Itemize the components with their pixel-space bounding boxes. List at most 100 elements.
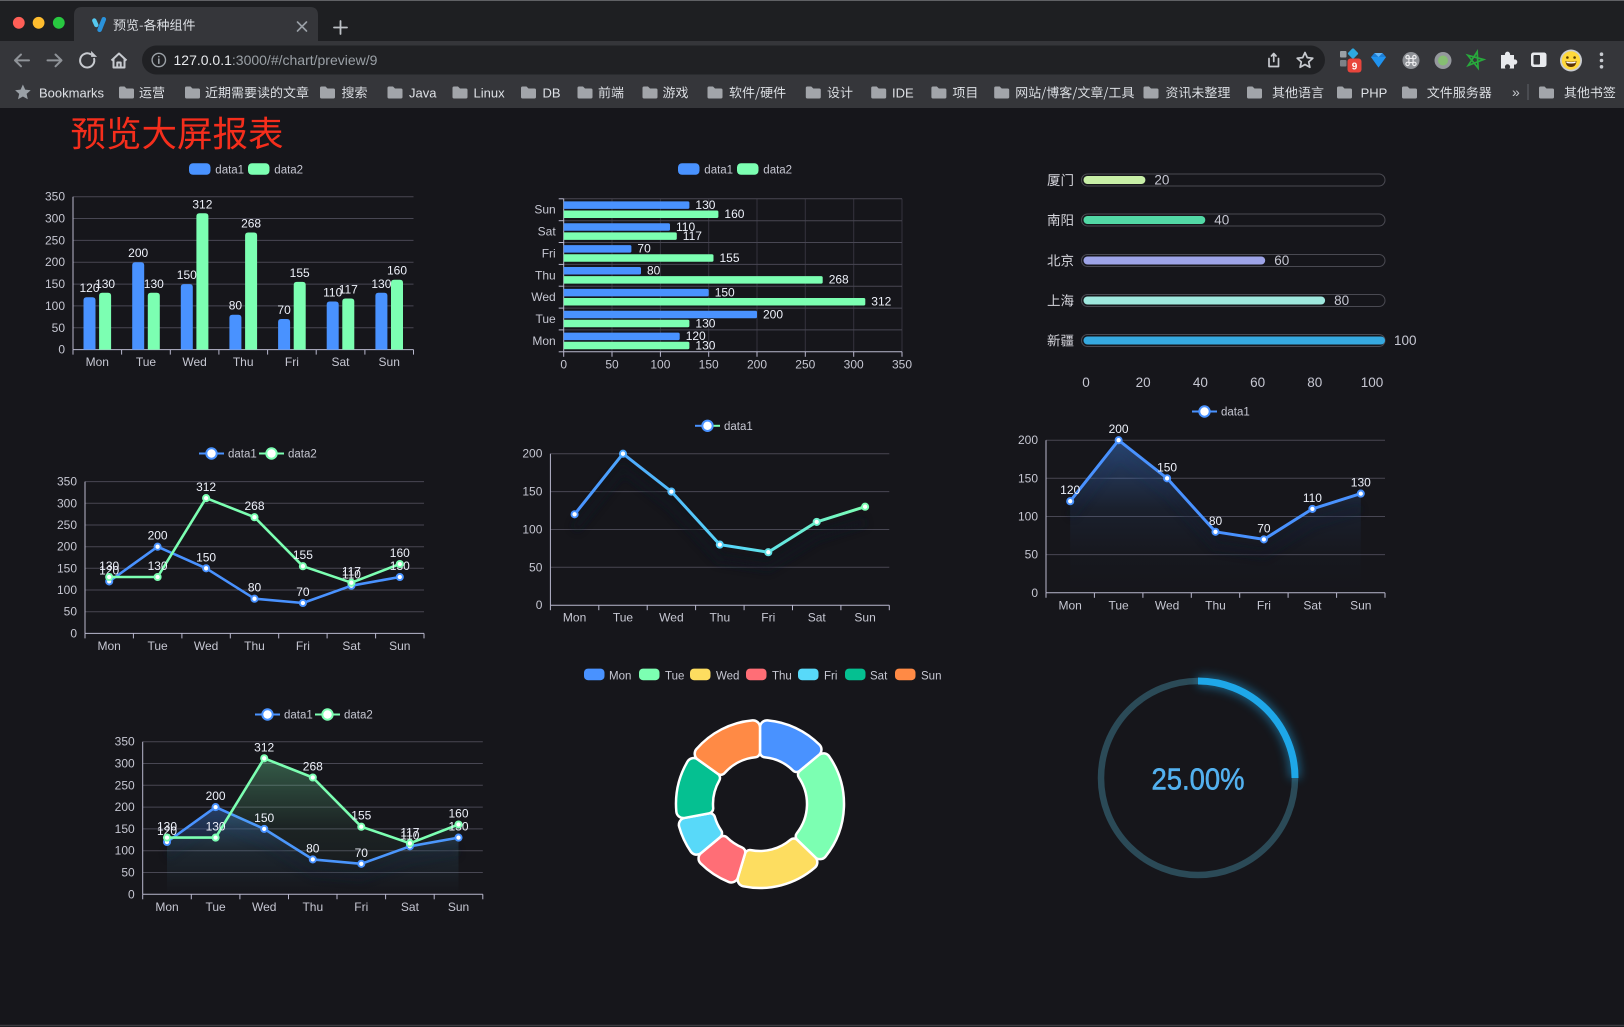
svg-text:Sun: Sun xyxy=(1350,598,1371,612)
svg-text:155: 155 xyxy=(351,809,371,823)
svg-text:80: 80 xyxy=(1334,293,1349,308)
svg-text:110: 110 xyxy=(342,568,361,582)
svg-text:117: 117 xyxy=(339,283,358,297)
svg-text:268: 268 xyxy=(241,217,261,231)
svg-text:Wed: Wed xyxy=(194,639,218,653)
svg-text:200: 200 xyxy=(128,246,148,260)
svg-text:Fri: Fri xyxy=(1257,598,1271,612)
svg-text:200: 200 xyxy=(1018,433,1038,447)
svg-text:Sat: Sat xyxy=(870,670,888,682)
svg-text:200: 200 xyxy=(206,789,226,803)
svg-text:70: 70 xyxy=(637,242,651,256)
svg-text:Sun: Sun xyxy=(921,670,941,682)
svg-text:130: 130 xyxy=(99,559,119,573)
svg-text:0: 0 xyxy=(70,626,77,640)
svg-text:100: 100 xyxy=(1018,510,1038,524)
svg-text:100: 100 xyxy=(650,357,670,371)
svg-text:250: 250 xyxy=(115,778,135,792)
svg-text:0: 0 xyxy=(1082,375,1090,390)
svg-text:50: 50 xyxy=(1025,548,1039,562)
svg-text:120: 120 xyxy=(99,563,119,577)
svg-text:160: 160 xyxy=(387,264,407,278)
svg-text:Fri: Fri xyxy=(761,611,775,625)
svg-text:130: 130 xyxy=(1351,476,1371,490)
svg-text:Thu: Thu xyxy=(302,900,323,914)
svg-text:300: 300 xyxy=(844,357,864,371)
svg-text:Sat: Sat xyxy=(538,225,557,239)
svg-text:130: 130 xyxy=(695,316,715,330)
svg-text:200: 200 xyxy=(45,255,65,269)
svg-text:117: 117 xyxy=(400,825,419,839)
svg-text:Thu: Thu xyxy=(772,670,792,682)
svg-text:PHP: PHP xyxy=(1361,85,1388,100)
svg-text:350: 350 xyxy=(115,735,135,749)
svg-text:0: 0 xyxy=(58,343,65,357)
svg-text:150: 150 xyxy=(177,268,197,282)
svg-text:data1: data1 xyxy=(724,421,753,433)
svg-text:20: 20 xyxy=(1154,173,1169,188)
svg-text:268: 268 xyxy=(303,760,323,774)
svg-text:20: 20 xyxy=(1136,375,1151,390)
svg-text:130: 130 xyxy=(371,277,391,291)
svg-text:Tue: Tue xyxy=(613,611,634,625)
svg-text:200: 200 xyxy=(1109,422,1129,436)
svg-text:160: 160 xyxy=(724,207,744,221)
svg-text:50: 50 xyxy=(605,357,619,371)
svg-text:Fri: Fri xyxy=(542,246,556,260)
svg-text:Tue: Tue xyxy=(147,639,168,653)
svg-text:80: 80 xyxy=(248,581,262,595)
svg-text:80: 80 xyxy=(1209,514,1223,528)
svg-text:Sat: Sat xyxy=(1303,598,1322,612)
svg-text:data2: data2 xyxy=(344,710,373,722)
svg-text:Wed: Wed xyxy=(182,355,206,369)
svg-text:80: 80 xyxy=(229,299,243,313)
svg-text:150: 150 xyxy=(699,357,719,371)
svg-text:Tue: Tue xyxy=(665,670,684,682)
svg-text:Sat: Sat xyxy=(342,639,361,653)
svg-text:Mon: Mon xyxy=(563,611,586,625)
svg-text:Thu: Thu xyxy=(1205,598,1226,612)
svg-text:data2: data2 xyxy=(274,165,303,177)
svg-text:130: 130 xyxy=(148,559,168,573)
svg-text:110: 110 xyxy=(323,286,342,300)
svg-text:70: 70 xyxy=(296,585,310,599)
svg-text:200: 200 xyxy=(747,357,767,371)
svg-text:Sat: Sat xyxy=(808,611,827,625)
svg-text:120: 120 xyxy=(79,281,99,295)
svg-text:150: 150 xyxy=(57,561,77,575)
svg-text:Bookmarks: Bookmarks xyxy=(39,85,105,100)
svg-text:Fri: Fri xyxy=(296,639,310,653)
svg-text:Sun: Sun xyxy=(389,639,410,653)
svg-text:70: 70 xyxy=(277,303,291,317)
svg-text:40: 40 xyxy=(1214,213,1229,228)
svg-text:data1: data1 xyxy=(228,449,257,461)
svg-text:Thu: Thu xyxy=(233,355,254,369)
svg-text:Sat: Sat xyxy=(401,900,420,914)
svg-text:250: 250 xyxy=(45,233,65,247)
svg-text:110: 110 xyxy=(1303,491,1322,505)
svg-text:300: 300 xyxy=(45,212,65,226)
svg-text:60: 60 xyxy=(1274,253,1289,268)
svg-text:250: 250 xyxy=(795,357,815,371)
svg-text:0: 0 xyxy=(536,598,543,612)
svg-text:Tue: Tue xyxy=(535,312,556,326)
svg-text:Mon: Mon xyxy=(155,900,178,914)
svg-text:200: 200 xyxy=(763,307,783,321)
svg-text:127.0.0.1:3000/#/chart/preview: 127.0.0.1:3000/#/chart/preview/9 xyxy=(174,52,378,68)
svg-text:150: 150 xyxy=(45,277,65,291)
svg-text:50: 50 xyxy=(52,321,66,335)
svg-text:Fri: Fri xyxy=(354,900,368,914)
svg-text:80: 80 xyxy=(1307,375,1322,390)
svg-text:0: 0 xyxy=(1031,586,1038,600)
svg-text:150: 150 xyxy=(115,822,135,836)
svg-text:300: 300 xyxy=(57,496,77,510)
svg-text:data2: data2 xyxy=(288,449,317,461)
svg-text:130: 130 xyxy=(157,820,177,834)
svg-text:Java: Java xyxy=(409,85,437,100)
svg-text:350: 350 xyxy=(57,475,77,489)
svg-text:100: 100 xyxy=(1361,375,1384,390)
svg-text:IDE: IDE xyxy=(892,85,914,100)
svg-text:150: 150 xyxy=(196,550,216,564)
svg-text:155: 155 xyxy=(293,548,313,562)
svg-text:100: 100 xyxy=(57,583,77,597)
